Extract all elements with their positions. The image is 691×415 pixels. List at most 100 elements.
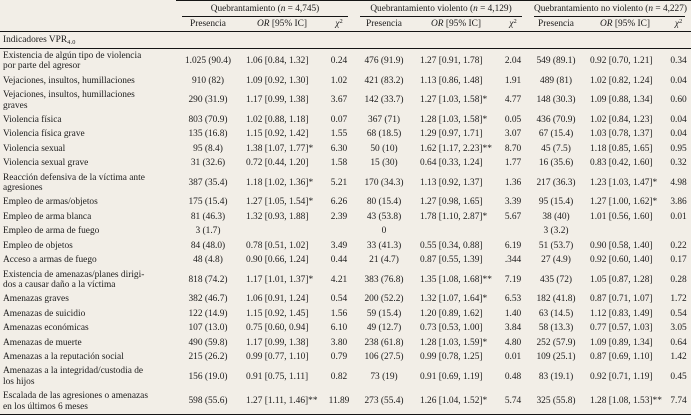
col-header-presencia-g2: Presencia xyxy=(354,17,415,32)
presencia-cell-g1: 107 (13.0) xyxy=(188,323,228,334)
stub-header-row: Indicadores VPR4.0 xyxy=(0,31,691,49)
chi2-cell-g1: 0.24 xyxy=(330,56,348,67)
presencia-cell-g3: 549 (89.1) xyxy=(536,56,576,67)
chi2-cell-g2: 2.04 xyxy=(504,56,522,67)
or-cell-g1: 1.06 [0.84, 1.32] xyxy=(246,56,309,67)
group-header-quebrantamiento-violento: Quebrantamiento violento (n = 4,129) xyxy=(354,0,529,17)
presencia-cell-g3: 45 (7.5) xyxy=(541,143,571,154)
chi2-cell-g2: 5.67 xyxy=(504,211,522,222)
chi2-cell-g3: 0.60 xyxy=(670,95,687,106)
presencia-cell-g1: 598 (55.6) xyxy=(188,396,228,407)
chi2-cell-g1: 1.56 xyxy=(330,308,348,319)
or-cell-g1: 1.17 [0.99, 1.38] xyxy=(246,337,309,348)
row-label: Empleo de arma blanca xyxy=(3,211,92,222)
presencia-cell-g1: 84 (48.0) xyxy=(190,240,226,251)
row-label: Violencia sexual xyxy=(3,143,66,154)
table-row: Empleo de arma blanca 81 (46.3) 1.32 [0.… xyxy=(0,210,691,224)
or-cell-g3: 0.77 [0.57, 1.03] xyxy=(590,323,653,334)
or-cell-g1: 0.72 [0.44, 1.20] xyxy=(246,158,309,169)
group-header-quebrantamiento: Quebrantamiento (n = 4,745) xyxy=(176,0,355,17)
chi2-cell-g2: 4.80 xyxy=(504,337,522,348)
chi2-cell-g3: 4.98 xyxy=(670,177,687,188)
chi2-cell-g3: 0.17 xyxy=(670,255,687,266)
row-label: Amenazas de muerte xyxy=(3,337,82,348)
presencia-cell-g2: 80 (15.4) xyxy=(366,197,402,208)
group-label: Quebrantamiento violento ( xyxy=(370,4,474,14)
presencia-cell-g1: 910 (82) xyxy=(191,75,225,86)
presencia-cell-g2: 43 (53.8) xyxy=(366,211,402,222)
or-cell-g3: 1.05 [0.87, 1.28] xyxy=(590,274,653,285)
presencia-cell-g1: 387 (35.4) xyxy=(188,177,228,188)
chi2-cell-g3: 0.22 xyxy=(670,240,687,251)
row-label: Amenazas económicas xyxy=(3,323,89,334)
chi2-cell-g1 xyxy=(324,224,354,238)
chi2-cell-g3: 0.32 xyxy=(670,158,687,169)
n-symbol: n xyxy=(648,4,654,14)
or-cell-g2: 1.35 [1.08, 1.68]** xyxy=(420,274,492,285)
chi2-cell-g2: 3.07 xyxy=(504,129,522,140)
or-cell-g1: 1.15 [0.92, 1.42] xyxy=(246,129,309,140)
row-label: Vejaciones, insultos, humillaciones xyxy=(3,75,135,86)
n-symbol: n xyxy=(280,4,286,14)
table-row: Empleo de armas/objetos 175 (15.4) 1.27 … xyxy=(0,195,691,209)
table-row: Amenazas graves 382 (46.7) 1.06 [0.91, 1… xyxy=(0,292,691,306)
or-cell-g1: 1.32 [0.93, 1.88] xyxy=(246,211,309,222)
chi2-cell-g2: 7.19 xyxy=(504,274,522,285)
presencia-cell-g3: 27 (4.9) xyxy=(541,255,571,266)
or-cell-g2: 0.64 [0.33, 1.24] xyxy=(420,158,483,169)
chi2-cell-g1: 1.55 xyxy=(330,129,348,140)
chi2-cell-g2: .344 xyxy=(504,255,522,266)
chi2-cell-g2: 6.53 xyxy=(504,294,522,305)
presencia-cell-g1: 122 (14.9) xyxy=(188,308,228,319)
presencia-cell-g3: 435 (72) xyxy=(540,274,573,285)
presencia-cell-g2: 273 (55.4) xyxy=(364,396,404,407)
or-cell-g1: 1.17 [1.01, 1.37]* xyxy=(246,274,314,285)
chi2-cell-g3: 0.04 xyxy=(670,129,687,140)
subheader-row: Presencia OR [95% IC] χ2 Presencia OR [9… xyxy=(0,17,691,32)
or-cell-g1: 1.27 [1.05, 1.54]* xyxy=(246,197,314,208)
or-cell-g3: 1.09 [0.88, 1.34] xyxy=(590,95,653,106)
table-row: Vejaciones, insultos, humillaciones 910 … xyxy=(0,74,691,88)
presencia-cell-g1: 803 (70.9) xyxy=(188,115,228,126)
or-cell-g3: 1.27 [1.00, 1.62]* xyxy=(590,197,658,208)
n-symbol: n xyxy=(473,4,478,14)
table-row: Acceso a armas de fuego 48 (4.8) 0.90 [0… xyxy=(0,253,691,267)
chi2-cell-g3: 0.04 xyxy=(670,115,687,126)
or-cell-g1: 1.02 [0.88, 1.18] xyxy=(246,115,309,126)
or-cell-g2: 1.28 [1.03, 1.59]* xyxy=(420,337,488,348)
or-cell-g2: 0.87 [0.55, 1.39] xyxy=(420,255,483,266)
chi2-cell-g1: 0.82 xyxy=(330,371,348,382)
or-cell-g2: 1.62 [1.17, 2.23]** xyxy=(420,143,492,154)
chi2-cell-g2: 1.77 xyxy=(504,158,522,169)
chi2-cell-g1: 3.49 xyxy=(330,240,348,251)
or-cell-g1: 0.75 [0.60, 0.94] xyxy=(246,323,309,334)
or-cell-g1: 0.90 [0.66, 1.24] xyxy=(246,255,309,266)
or-cell-g1: 1.38 [1.07, 1.77]* xyxy=(246,143,314,154)
table-row: Amenazas económicas 107 (13.0) 0.75 [0.6… xyxy=(0,321,691,335)
chi2-cell-g3: 7.74 xyxy=(670,396,687,407)
presencia-cell-g2: 367 (71) xyxy=(368,115,401,126)
chi2-cell-g2 xyxy=(498,224,528,238)
presencia-cell-g3: 325 (55.8) xyxy=(536,396,576,407)
presencia-cell-g2: 68 (18.5) xyxy=(366,129,402,140)
row-label: Escalada de las agresiones o amenazas en … xyxy=(3,391,148,412)
row-label: Violencia física xyxy=(3,115,62,126)
chi2-cell-g3: 3.05 xyxy=(670,323,687,334)
row-label: Empleo de objetos xyxy=(3,240,73,251)
presencia-cell-g2: 142 (33.7) xyxy=(364,95,404,106)
or-cell-g1: 1.18 [1.02, 1.36]* xyxy=(246,177,314,188)
group-header-row: Quebrantamiento (n = 4,745) Quebrantamie… xyxy=(0,0,691,18)
stub-blank xyxy=(0,1,176,18)
table-row: Violencia sexual 95 (8.4) 1.38 [1.07, 1.… xyxy=(0,142,691,156)
presencia-cell-g1: 81 (46.3) xyxy=(190,211,226,222)
col-header-chi2-g1: χ2 xyxy=(324,17,355,32)
presencia-cell-g2: 50 (10) xyxy=(370,143,398,154)
presencia-cell-g3: 67 (15.4) xyxy=(538,129,574,140)
row-label: Existencia de algún tipo de violencia por… xyxy=(3,51,142,72)
or-cell-g2: 1.27 [1.03, 1.58]* xyxy=(420,95,488,106)
presencia-cell-g1: 31 (32.6) xyxy=(190,158,226,169)
presencia-cell-g2: 200 (52.2) xyxy=(364,294,404,305)
or-cell-g3: 1.28 [1.08, 1.53]** xyxy=(590,396,662,407)
chi2-cell-g3: 0.54 xyxy=(670,308,687,319)
